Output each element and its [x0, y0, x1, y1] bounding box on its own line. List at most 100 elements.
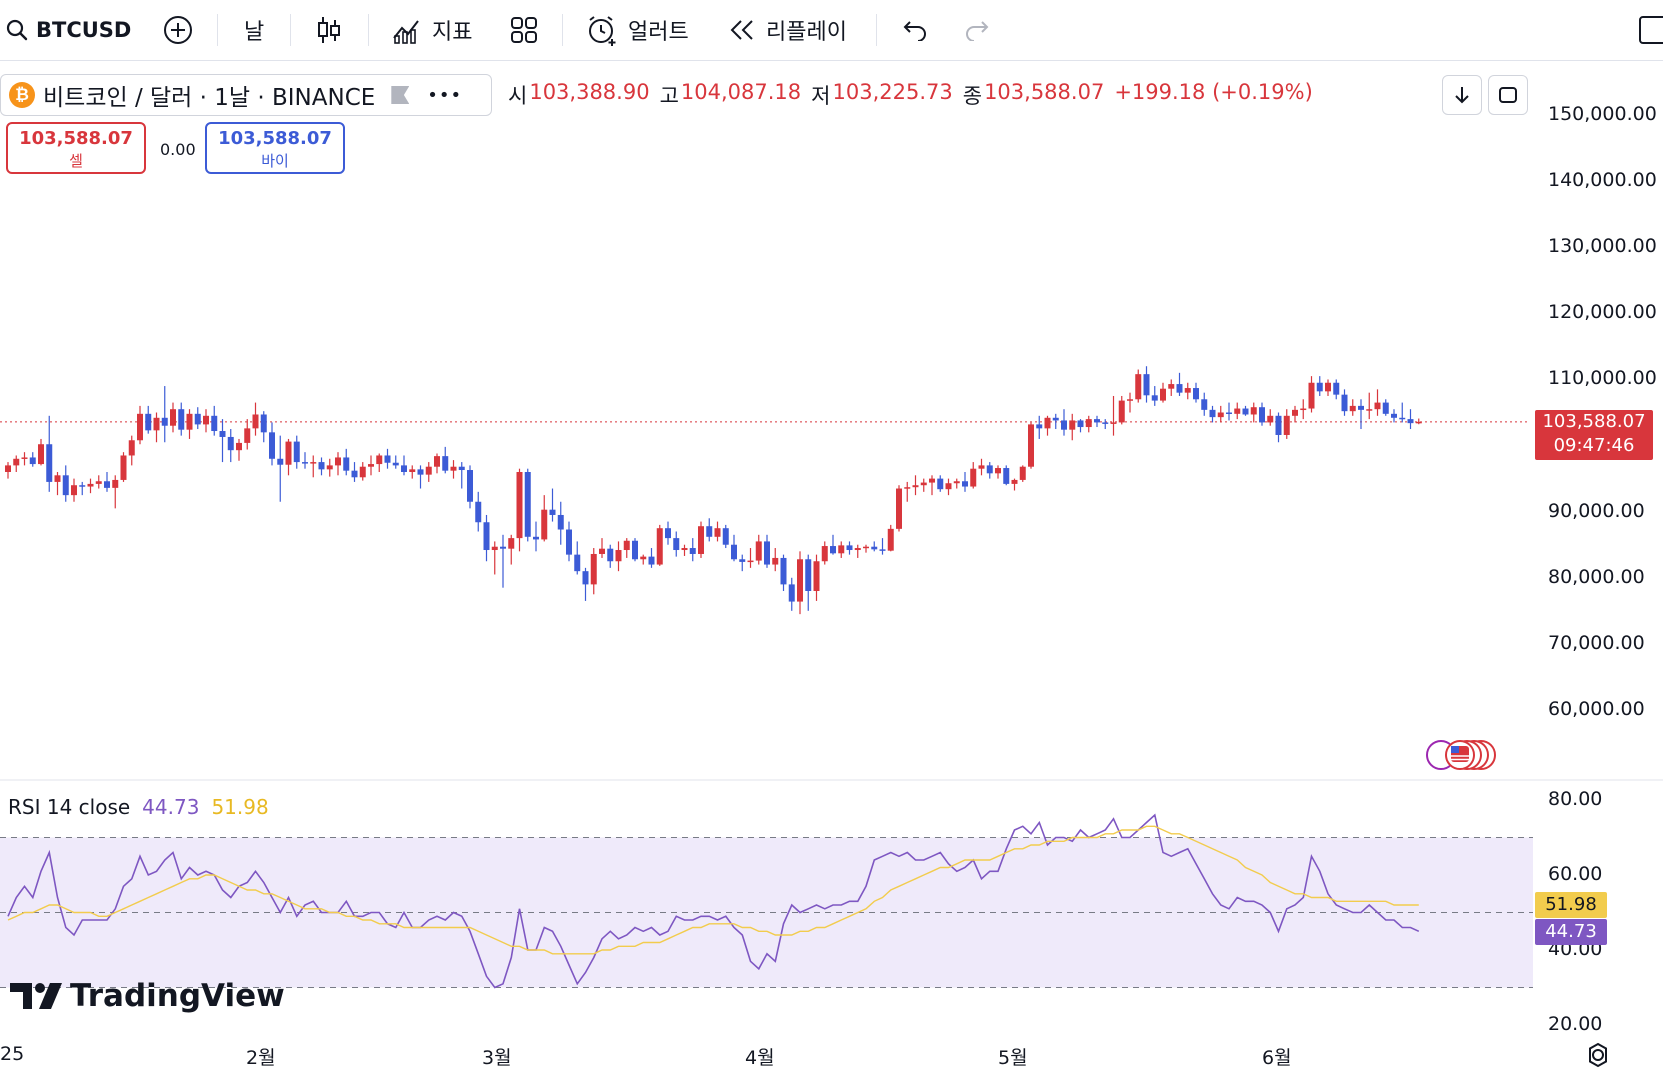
scroll-to-latest-button[interactable] [1442, 75, 1482, 115]
candle-body [310, 462, 317, 464]
candle-body [1209, 409, 1216, 418]
candle-body [1316, 382, 1323, 392]
rsi-legend[interactable]: RSI 14 close 44.73 51.98 [8, 795, 269, 819]
candle-body [937, 478, 944, 490]
replay-button[interactable]: 리플레이 [728, 0, 847, 60]
candle-body [821, 546, 828, 562]
month-label-jun: 6월 [1262, 1047, 1292, 1069]
candle-body [698, 526, 704, 554]
buy-label: 바이 [261, 152, 289, 170]
search-icon [6, 19, 28, 41]
chart-type-button[interactable] [316, 0, 342, 60]
candle-body [689, 548, 696, 554]
candle-body [978, 465, 985, 469]
candle-body [137, 413, 143, 441]
candle-body [1168, 384, 1175, 389]
candle-body [1019, 466, 1026, 480]
candle-body [128, 440, 135, 456]
candle-body [1283, 415, 1290, 435]
candle-body [846, 545, 853, 551]
price-axis-label: 90,000.00 [1548, 499, 1645, 522]
candle-body [1184, 388, 1191, 393]
interval-label: 날 [244, 20, 265, 45]
candle-body [1250, 407, 1257, 415]
price-axis-label: 60,000.00 [1548, 698, 1645, 720]
candle-body [854, 548, 861, 551]
tradingview-logo[interactable]: TradingView [10, 978, 285, 1014]
candle-body [475, 501, 482, 523]
auto-scale-button[interactable] [1488, 75, 1528, 115]
candles-icon [318, 17, 340, 43]
arrow-down-icon [1455, 87, 1469, 104]
rsi-axis-label: 60.00 [1548, 863, 1603, 885]
rectangle-icon [1499, 87, 1517, 103]
candle-body [557, 514, 564, 530]
candle-body [1407, 419, 1414, 424]
candle-body [1267, 415, 1274, 423]
indicators-button[interactable]: 지표 [392, 0, 472, 60]
undo-icon [903, 21, 926, 41]
candle-body [54, 475, 61, 482]
candle-body [945, 483, 952, 490]
candle-body [574, 554, 581, 572]
symbol-legend[interactable]: ₿ 비트코인 / 달러 · 1날 · BINANCE ••• [0, 74, 492, 116]
alert-button[interactable]: 얼러트 [586, 0, 689, 60]
candle-body [401, 465, 407, 472]
sell-label: 셀 [69, 152, 83, 170]
candle-body [1110, 422, 1117, 424]
candle-body [161, 417, 168, 426]
candle-body [1308, 382, 1315, 409]
more-options-icon[interactable]: ••• [427, 84, 463, 106]
undo-button[interactable] [902, 0, 928, 60]
settings-icon[interactable] [1585, 1042, 1611, 1068]
candle-body [153, 417, 160, 431]
layouts-button[interactable] [510, 0, 538, 60]
price-axis-label: 80,000.00 [1548, 565, 1645, 588]
redo-button[interactable] [964, 0, 990, 60]
interval-button[interactable]: 날 [244, 0, 264, 60]
candle-body [1036, 424, 1043, 429]
candle-body [425, 466, 432, 475]
flag-icon[interactable] [391, 86, 410, 104]
candle-body [194, 413, 201, 425]
window-icon [1639, 16, 1663, 44]
candle-body [1151, 395, 1158, 401]
economic-events-icon[interactable] [1424, 738, 1514, 772]
candle-body [71, 485, 77, 496]
candle-body [244, 428, 251, 443]
candle-body [772, 557, 779, 565]
rsi-ma-line [7, 825, 1419, 955]
candle-body [1135, 374, 1142, 400]
candle-body [879, 549, 886, 551]
symbol-search[interactable]: BTCUSD [6, 0, 131, 60]
buy-button[interactable]: 103,588.07 바이 [205, 122, 345, 174]
candle-body [343, 457, 350, 471]
close-value: 103,588.07 [984, 80, 1105, 104]
candle-body [632, 540, 638, 560]
candle-body [1382, 402, 1389, 414]
candle-body [483, 522, 490, 551]
open-key: 시 [508, 84, 528, 108]
compare-button[interactable] [162, 0, 194, 60]
candle-body [590, 553, 597, 585]
candle-body [1118, 400, 1125, 423]
candle-body [112, 479, 119, 488]
candle-body [929, 478, 935, 483]
candle-body [805, 559, 812, 591]
candle-body [326, 465, 333, 470]
candle-body [797, 559, 803, 602]
candle-body [813, 561, 820, 591]
candle-body [351, 470, 358, 478]
candle-body [623, 540, 630, 551]
candle-body [788, 584, 795, 602]
candle-body [648, 556, 655, 565]
last-price-value: 103,588.07 [1542, 410, 1646, 432]
candle-body [722, 528, 729, 545]
fullscreen-button[interactable] [1638, 0, 1663, 60]
sell-button[interactable]: 103,588.07 셀 [6, 122, 146, 174]
candle-body [417, 469, 424, 475]
candle-body [211, 415, 218, 432]
price-axis-label: 130,000.00 [1548, 235, 1657, 258]
candle-body [178, 409, 185, 430]
